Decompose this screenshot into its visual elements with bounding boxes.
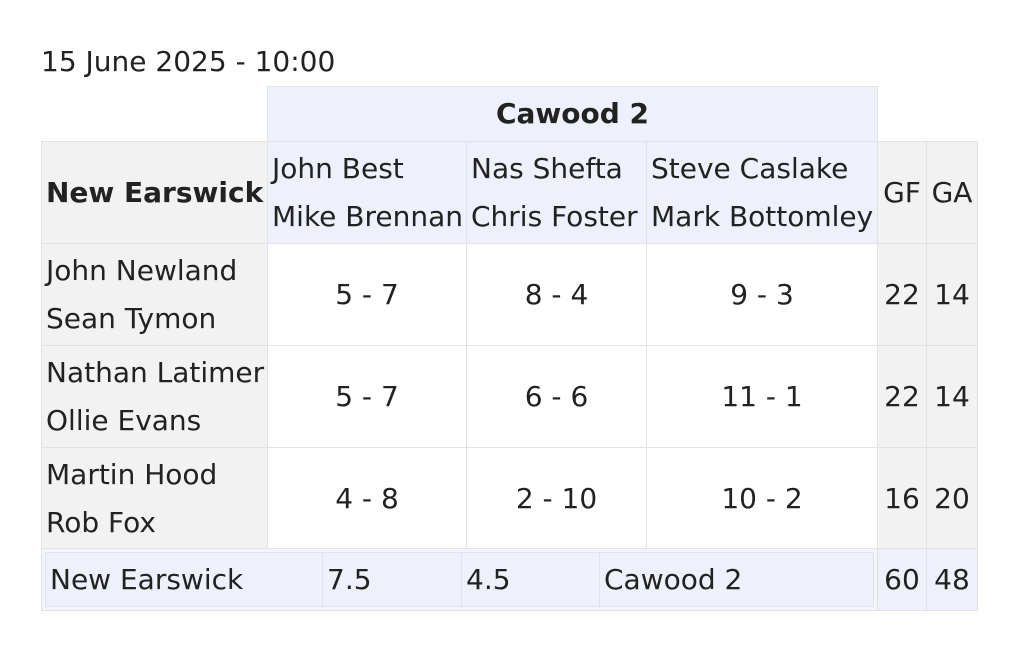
score: 10 - 2 bbox=[721, 481, 803, 515]
away-points-value: 4.5 bbox=[466, 563, 511, 596]
score-cell: 6 - 6 bbox=[466, 345, 647, 448]
summary-away-points: 4.5 bbox=[462, 553, 600, 606]
away-team-header: Cawood 2 bbox=[267, 86, 878, 142]
home-points-value: 7.5 bbox=[327, 563, 372, 596]
score-cell: 8 - 4 bbox=[466, 243, 647, 346]
ga-cell: 20 bbox=[926, 447, 978, 550]
score-cell: 11 - 1 bbox=[646, 345, 878, 448]
score-cell: 10 - 2 bbox=[646, 447, 878, 550]
score: 5 - 7 bbox=[335, 379, 399, 413]
score-cell: 4 - 8 bbox=[267, 447, 467, 550]
score: 6 - 6 bbox=[524, 379, 589, 413]
summary-away-name: Cawood 2 bbox=[604, 563, 743, 596]
score: 4 - 8 bbox=[335, 481, 399, 515]
away-pair-header-2: Nas Shefta Chris Foster bbox=[466, 141, 647, 244]
summary-away-team: Cawood 2 bbox=[600, 553, 875, 606]
home-player: Martin Hood bbox=[46, 457, 218, 491]
home-pair-2: Nathan Latimer Ollie Evans bbox=[41, 345, 268, 448]
summary-home-team: New Earswick bbox=[46, 553, 323, 606]
away-player: Nas Shefta bbox=[471, 151, 623, 185]
summary-home-name: New Earswick bbox=[50, 563, 244, 596]
home-player: Sean Tymon bbox=[46, 301, 217, 335]
gf-cell: 22 bbox=[877, 345, 927, 448]
summary-home-points: 7.5 bbox=[323, 553, 462, 606]
gf-header-label: GF bbox=[883, 175, 921, 209]
away-pair-header-3: Steve Caslake Mark Bottomley bbox=[646, 141, 878, 244]
ga-cell: 14 bbox=[926, 243, 978, 346]
gf-cell: 16 bbox=[877, 447, 927, 550]
score-cell: 5 - 7 bbox=[267, 345, 467, 448]
score: 9 - 3 bbox=[730, 277, 794, 311]
away-player: Mark Bottomley bbox=[651, 199, 874, 233]
ga-cell: 14 bbox=[926, 345, 978, 448]
gf-value: 22 bbox=[884, 379, 920, 413]
away-player: Steve Caslake bbox=[651, 151, 849, 185]
score: 5 - 7 bbox=[335, 277, 399, 311]
score: 2 - 10 bbox=[515, 481, 598, 515]
score-cell: 2 - 10 bbox=[466, 447, 647, 550]
home-pair-1: John Newland Sean Tymon bbox=[41, 243, 268, 346]
ga-value: 14 bbox=[934, 379, 970, 413]
gf-cell: 22 bbox=[877, 243, 927, 346]
ga-value: 20 bbox=[934, 481, 970, 515]
gf-value: 22 bbox=[884, 277, 920, 311]
home-player: John Newland bbox=[46, 253, 238, 287]
home-player: Ollie Evans bbox=[46, 403, 202, 437]
ga-header-label: GA bbox=[931, 175, 973, 209]
total-gf: 60 bbox=[884, 562, 920, 596]
match-date-time: 15 June 2025 - 10:00 bbox=[41, 45, 336, 78]
total-ga: 48 bbox=[934, 562, 970, 596]
gf-value: 16 bbox=[884, 481, 920, 515]
gf-header: GF bbox=[877, 141, 927, 244]
away-player: Mike Brennan bbox=[272, 199, 464, 233]
total-ga-cell: 48 bbox=[926, 548, 978, 611]
ga-value: 14 bbox=[934, 277, 970, 311]
away-pair-header-1: John Best Mike Brennan bbox=[267, 141, 467, 244]
score-cell: 9 - 3 bbox=[646, 243, 878, 346]
home-team-name: New Earswick bbox=[46, 175, 264, 209]
home-pair-3: Martin Hood Rob Fox bbox=[41, 447, 268, 550]
away-player: Chris Foster bbox=[471, 199, 638, 233]
score: 8 - 4 bbox=[524, 277, 589, 311]
total-gf-cell: 60 bbox=[877, 548, 927, 611]
home-team-header: New Earswick bbox=[41, 141, 268, 244]
home-player: Nathan Latimer bbox=[46, 355, 265, 389]
away-player: John Best bbox=[272, 151, 404, 185]
match-summary-inner: New Earswick 7.5 4.5 Cawood 2 bbox=[45, 552, 874, 607]
away-team-name: Cawood 2 bbox=[495, 97, 650, 130]
score: 11 - 1 bbox=[721, 379, 803, 413]
score-cell: 5 - 7 bbox=[267, 243, 467, 346]
match-summary: New Earswick 7.5 4.5 Cawood 2 bbox=[41, 548, 878, 611]
ga-header: GA bbox=[926, 141, 978, 244]
home-player: Rob Fox bbox=[46, 505, 156, 539]
